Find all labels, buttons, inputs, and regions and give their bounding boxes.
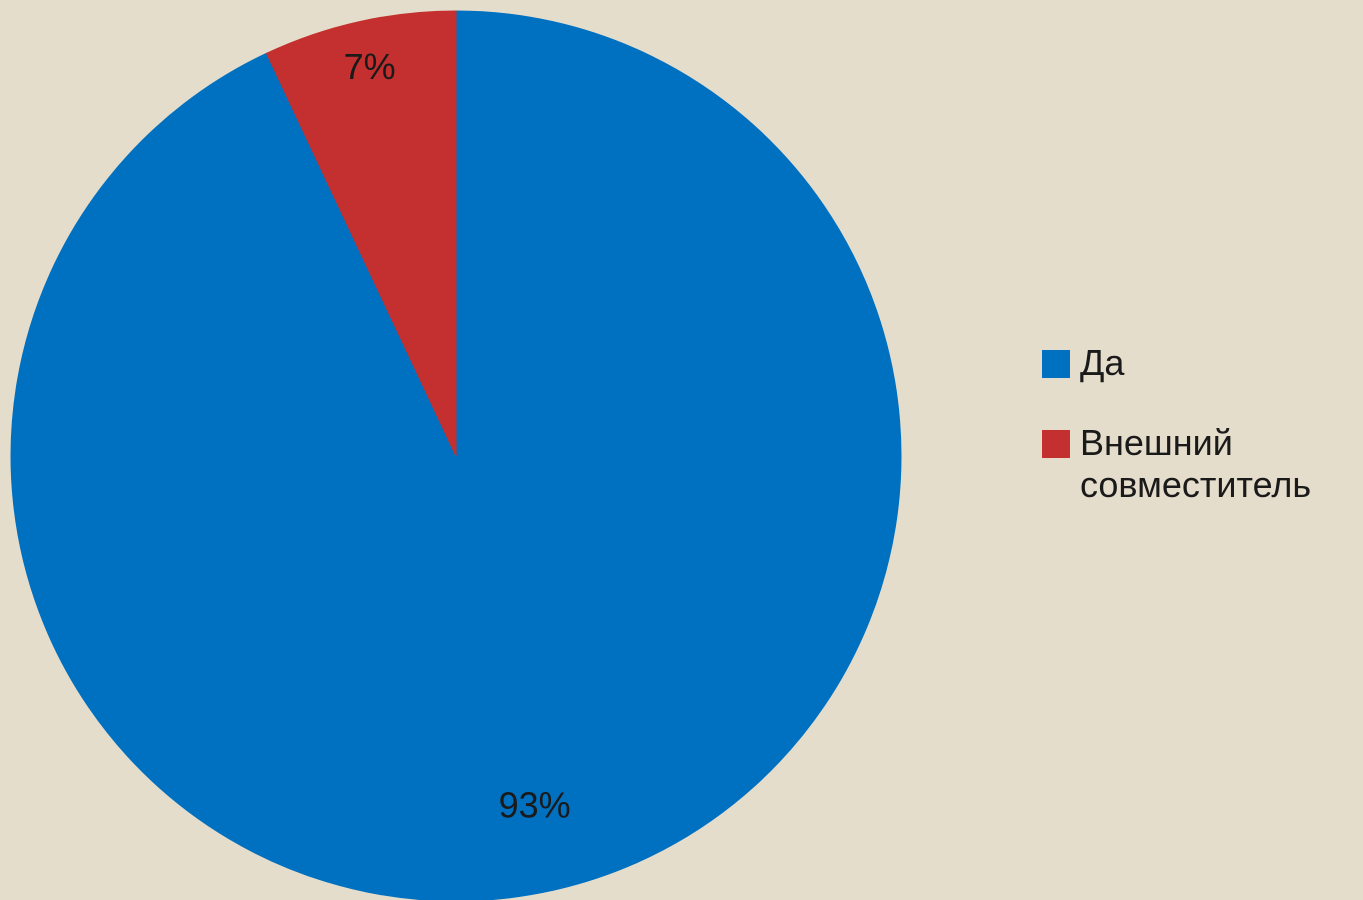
slice-data-label-1: 7% xyxy=(344,46,396,87)
chart-legend: Да Внешний совместитель xyxy=(1042,342,1362,544)
legend-swatch-da xyxy=(1042,350,1070,378)
legend-label-vneshniy-sovmestitel: Внешний совместитель xyxy=(1080,422,1312,505)
legend-label-da: Да xyxy=(1080,342,1125,383)
slice-data-label-0: 93% xyxy=(499,784,571,825)
legend-item-da: Да xyxy=(1042,342,1362,384)
legend-swatch-vneshniy-sovmestitel xyxy=(1042,430,1070,458)
legend-item-vneshniy-sovmestitel: Внешний совместитель xyxy=(1042,422,1362,506)
pie-slice-1 xyxy=(265,10,457,457)
